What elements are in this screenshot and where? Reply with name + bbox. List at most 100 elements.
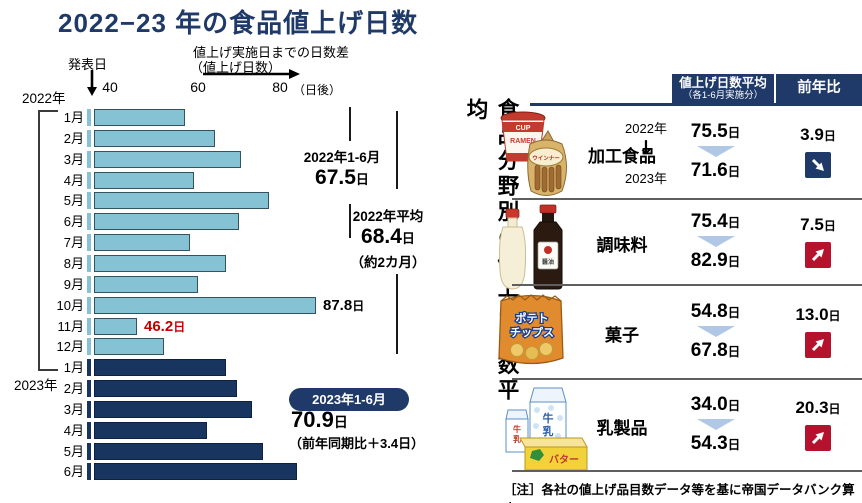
chevron-down-icon — [696, 325, 735, 337]
month-label: 9月 — [63, 276, 84, 292]
trend-up-badge — [805, 424, 831, 451]
bar — [94, 192, 269, 210]
svg-text:CUP: CUP — [516, 125, 531, 132]
bar-baseline-tick — [87, 400, 91, 418]
axis-tick-60: 60 — [190, 79, 206, 95]
axis-caption-line2: （値上げ日数） — [190, 60, 282, 75]
avg-2023-h1-value: 70.9 — [291, 407, 334, 432]
yoy-column: 13.0日 — [774, 284, 862, 378]
cup-ramen-icon: CUP RAMEN ウインナー — [500, 111, 567, 196]
svg-text:チップス: チップス — [510, 325, 554, 339]
trend-down-badge — [805, 152, 831, 178]
yoy-column: 3.9日 — [774, 105, 862, 198]
bar — [94, 380, 237, 398]
header-yoy: 前年比 — [776, 74, 862, 103]
bar-baseline-tick — [87, 275, 91, 293]
year-from-label: 2022年 — [625, 121, 667, 136]
trend-up-badge — [805, 331, 831, 358]
bar-baseline-tick — [87, 317, 91, 335]
trend-up-badge — [805, 241, 831, 268]
bar — [94, 254, 226, 272]
bar-baseline-tick — [87, 463, 91, 481]
svg-text:乳: 乳 — [543, 424, 554, 438]
header-underline — [530, 103, 862, 106]
bar — [94, 213, 239, 231]
axis-caption-line1: 値上げ実施日までの日数差 — [193, 45, 350, 60]
bar — [94, 359, 226, 377]
avg-2022-block: 2022年平均 68.4日 （約2カ月） — [343, 205, 433, 271]
month-label: 3月 — [63, 401, 84, 417]
source-note: ［注］各社の値上げ品目数データ等を基に帝国データバンク算出 — [504, 483, 855, 503]
yoy-value: 20.3日 — [795, 397, 841, 417]
right-arrow-icon — [203, 69, 300, 79]
svg-text:醤油: 醤油 — [542, 258, 554, 266]
arrow-up-right-icon — [811, 338, 824, 351]
bar-chart: 1月 2月 3月 4月 5月 6月 7月 8月 9月 10月 87.8日 11月 46.2日 12月 1月 2… — [57, 109, 365, 481]
bar-baseline-tick — [87, 296, 91, 314]
annotation-rule — [396, 111, 399, 189]
year-bracket-tick-bottom — [38, 369, 58, 371]
sauce-bottles-icon: 醤油 — [498, 204, 563, 290]
svg-text:ウインナー: ウインナー — [532, 154, 560, 162]
yoy-value: 3.9日 — [800, 125, 836, 144]
value-2022: 75.5日 — [690, 121, 741, 142]
bar-value-label: 87.8日 — [323, 296, 365, 314]
month-label: 3月 — [63, 151, 84, 167]
bar-baseline-tick — [87, 442, 91, 460]
bar-baseline-tick — [87, 150, 91, 168]
axis-unit-label: （日後） — [293, 83, 342, 97]
avg-2022-note: （約2カ月） — [350, 255, 426, 270]
chevron-down-icon — [696, 146, 735, 157]
month-label: 6月 — [63, 214, 84, 230]
category-row: ポテト チップス 菓子 54.8日 67.8日 13.0日 — [488, 284, 862, 378]
value-2023: 67.8日 — [690, 339, 741, 361]
month-label: 11月 — [57, 318, 85, 334]
category-row: CUP RAMEN ウインナー 加工食品 2022年 ↓ 2023年 75.5日 71.6日… — [488, 105, 862, 198]
value-2023: 82.9日 — [690, 249, 741, 271]
yoy-value: 7.5日 — [800, 214, 836, 234]
bar-baseline-tick — [87, 171, 91, 189]
annotation-rule — [396, 274, 399, 354]
bar-baseline-tick — [87, 359, 91, 377]
month-label: 1月 — [63, 110, 84, 125]
bar-baseline-tick — [87, 234, 91, 252]
month-label: 1月 — [63, 360, 84, 376]
axis-tick-40: 40 — [102, 79, 118, 95]
avg-2022-value: 68.4 — [361, 225, 402, 248]
value-2022: 34.0日 — [690, 393, 741, 415]
category-table: CUP RAMEN ウインナー 加工食品 2022年 ↓ 2023年 75.5日 71.6日… — [488, 100, 862, 480]
svg-text:牛: 牛 — [543, 411, 554, 425]
milk-butter-icon: 牛 乳 牛 乳 バター — [505, 387, 588, 471]
svg-text:バター: バター — [549, 454, 579, 466]
bar — [94, 275, 198, 293]
category-label: 調味料 — [596, 236, 648, 255]
avg-2022-h1-label: 2022年1-6月 — [303, 150, 381, 165]
values-column: 75.4日 82.9日 — [668, 198, 763, 284]
arrow-up-right-icon — [811, 431, 824, 444]
row-separator — [512, 470, 862, 472]
bar-value-label: 46.2日 — [144, 317, 186, 335]
bar-baseline-tick — [87, 192, 91, 210]
avg-2022-label: 2022年平均 — [352, 209, 424, 224]
month-label: 5月 — [63, 443, 84, 459]
month-label: 4月 — [63, 422, 84, 438]
arrow-up-right-icon — [811, 248, 824, 261]
bar — [94, 317, 137, 335]
month-label: 4月 — [63, 172, 84, 188]
bar — [94, 171, 194, 189]
category-icon: CUP RAMEN ウインナー — [496, 107, 574, 204]
bar-baseline-tick — [87, 129, 91, 147]
month-label: 2月 — [63, 381, 84, 397]
axis-tick-80: 80 — [272, 79, 288, 95]
chevron-down-icon — [696, 235, 735, 247]
page-title: 2022−23 年の食品値上げ日数 — [58, 8, 419, 38]
month-label: 6月 — [63, 464, 84, 480]
bar-baseline-tick — [87, 254, 91, 272]
bar-baseline-tick — [87, 421, 91, 439]
bar — [94, 421, 207, 439]
year-2023-label: 2023年 — [14, 378, 58, 393]
category-icon: ポテト チップス — [496, 286, 568, 377]
bar — [94, 338, 164, 356]
avg-2022-h1-block: 2022年1-6月 67.5日 — [286, 146, 398, 192]
values-column: 75.5日 71.6日 — [668, 105, 763, 198]
